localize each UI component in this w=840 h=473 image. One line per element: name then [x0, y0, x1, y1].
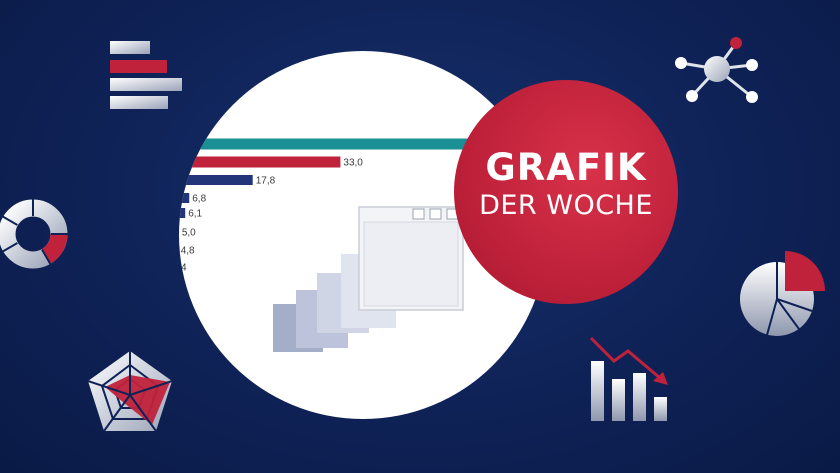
- grafik-der-woche-badge: GRAFIK DER WOCHE: [454, 80, 678, 304]
- stacked-windows-icon: [273, 206, 464, 352]
- radar-chart-icon: [87, 351, 173, 432]
- bar-value-label: 17,8: [256, 176, 276, 187]
- bar-value-label: 3,3: [172, 280, 186, 291]
- bar-value-label: 6,8: [192, 194, 206, 205]
- donut-chart-icon: [0, 199, 68, 269]
- bar-0: [179, 138, 480, 150]
- bar-3: [179, 193, 190, 203]
- bar-1: [179, 156, 341, 168]
- bar-value-label: 2,9: [170, 297, 184, 308]
- bar-value-label: 5,0: [182, 228, 196, 239]
- badge-subtitle: DER WOCHE: [479, 190, 653, 221]
- declining-bar-chart-icon: [589, 336, 668, 421]
- badge-title: GRAFIK: [485, 146, 647, 189]
- bar-6: [150, 245, 178, 255]
- bar-5: [150, 227, 179, 237]
- bar-7: [150, 262, 170, 272]
- pie-chart-icon: [740, 251, 825, 336]
- horizontal-bars-icon: [110, 41, 182, 109]
- bar-value-label: 4,8: [181, 246, 195, 257]
- bar-4: [179, 208, 186, 218]
- bar-value-label: 33,0: [343, 158, 363, 169]
- bar-9: [150, 296, 167, 306]
- bar-8: [150, 279, 169, 289]
- bar-2: [179, 175, 253, 185]
- bar-value-label: 3,4: [173, 263, 187, 274]
- network-icon: [675, 37, 758, 103]
- bar-chart: 33,0 17,8 6,8 6,1 5,0 4,8 3,4 3,3 2,9: [150, 138, 480, 308]
- bar-value-label: 6,1: [188, 209, 202, 220]
